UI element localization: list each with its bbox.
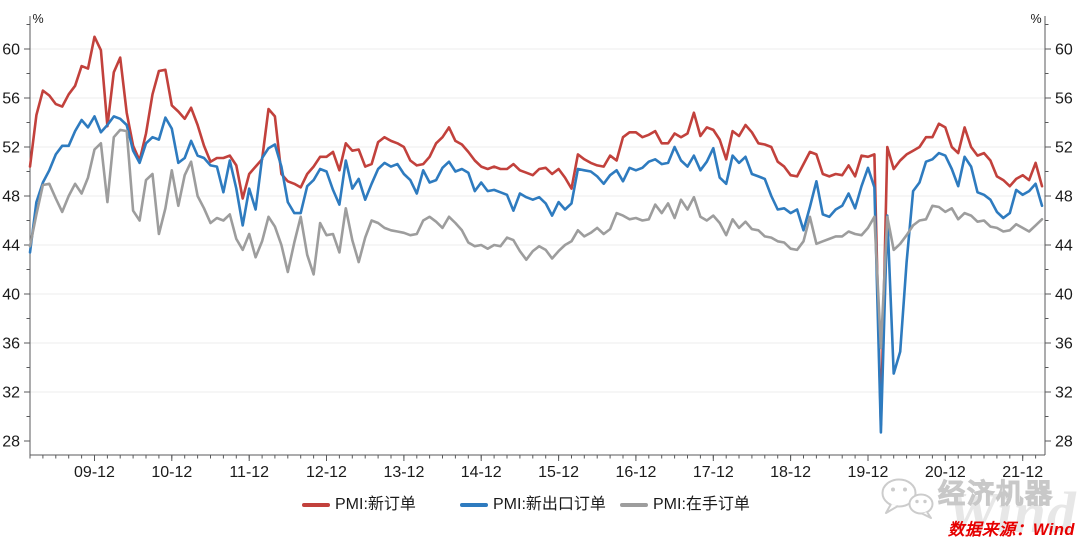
svg-text:60: 60: [2, 42, 20, 59]
svg-text:19-12: 19-12: [848, 464, 889, 481]
svg-text:32: 32: [1055, 385, 1073, 402]
svg-text:28: 28: [2, 434, 20, 451]
wechat-icon: [881, 478, 934, 519]
svg-text:14-12: 14-12: [461, 464, 502, 481]
svg-text:21-12: 21-12: [1002, 464, 1043, 481]
svg-text:28: 28: [1055, 434, 1073, 451]
data-source-label: 数据来源：Wind: [947, 521, 1075, 539]
svg-text:44: 44: [1055, 238, 1073, 255]
svg-text:48: 48: [1055, 189, 1073, 206]
svg-text:10-12: 10-12: [151, 464, 192, 481]
svg-text:56: 56: [1055, 91, 1073, 108]
svg-text:44: 44: [2, 238, 20, 255]
svg-text:%: %: [32, 12, 43, 26]
svg-text:12-12: 12-12: [306, 464, 347, 481]
svg-text:32: 32: [2, 385, 20, 402]
wind-watermark-text: Wind: [946, 480, 1077, 545]
svg-text:17-12: 17-12: [693, 464, 734, 481]
svg-text:%: %: [1030, 12, 1041, 26]
watermark-brand-text: 经济机器: [938, 479, 1054, 509]
svg-text:52: 52: [1055, 140, 1073, 157]
svg-text:09-12: 09-12: [74, 464, 115, 481]
svg-text:16-12: 16-12: [615, 464, 656, 481]
svg-text:20-12: 20-12: [925, 464, 966, 481]
svg-text:40: 40: [1055, 287, 1073, 304]
svg-text:11-12: 11-12: [229, 464, 269, 481]
svg-text:15-12: 15-12: [538, 464, 579, 481]
svg-text:36: 36: [1055, 336, 1073, 353]
svg-text:36: 36: [2, 336, 20, 353]
svg-text:48: 48: [2, 189, 20, 206]
svg-text:52: 52: [2, 140, 20, 157]
svg-text:56: 56: [2, 91, 20, 108]
svg-text:18-12: 18-12: [770, 464, 811, 481]
svg-text:40: 40: [2, 287, 20, 304]
svg-text:60: 60: [1055, 42, 1073, 59]
svg-text:13-12: 13-12: [383, 464, 424, 481]
